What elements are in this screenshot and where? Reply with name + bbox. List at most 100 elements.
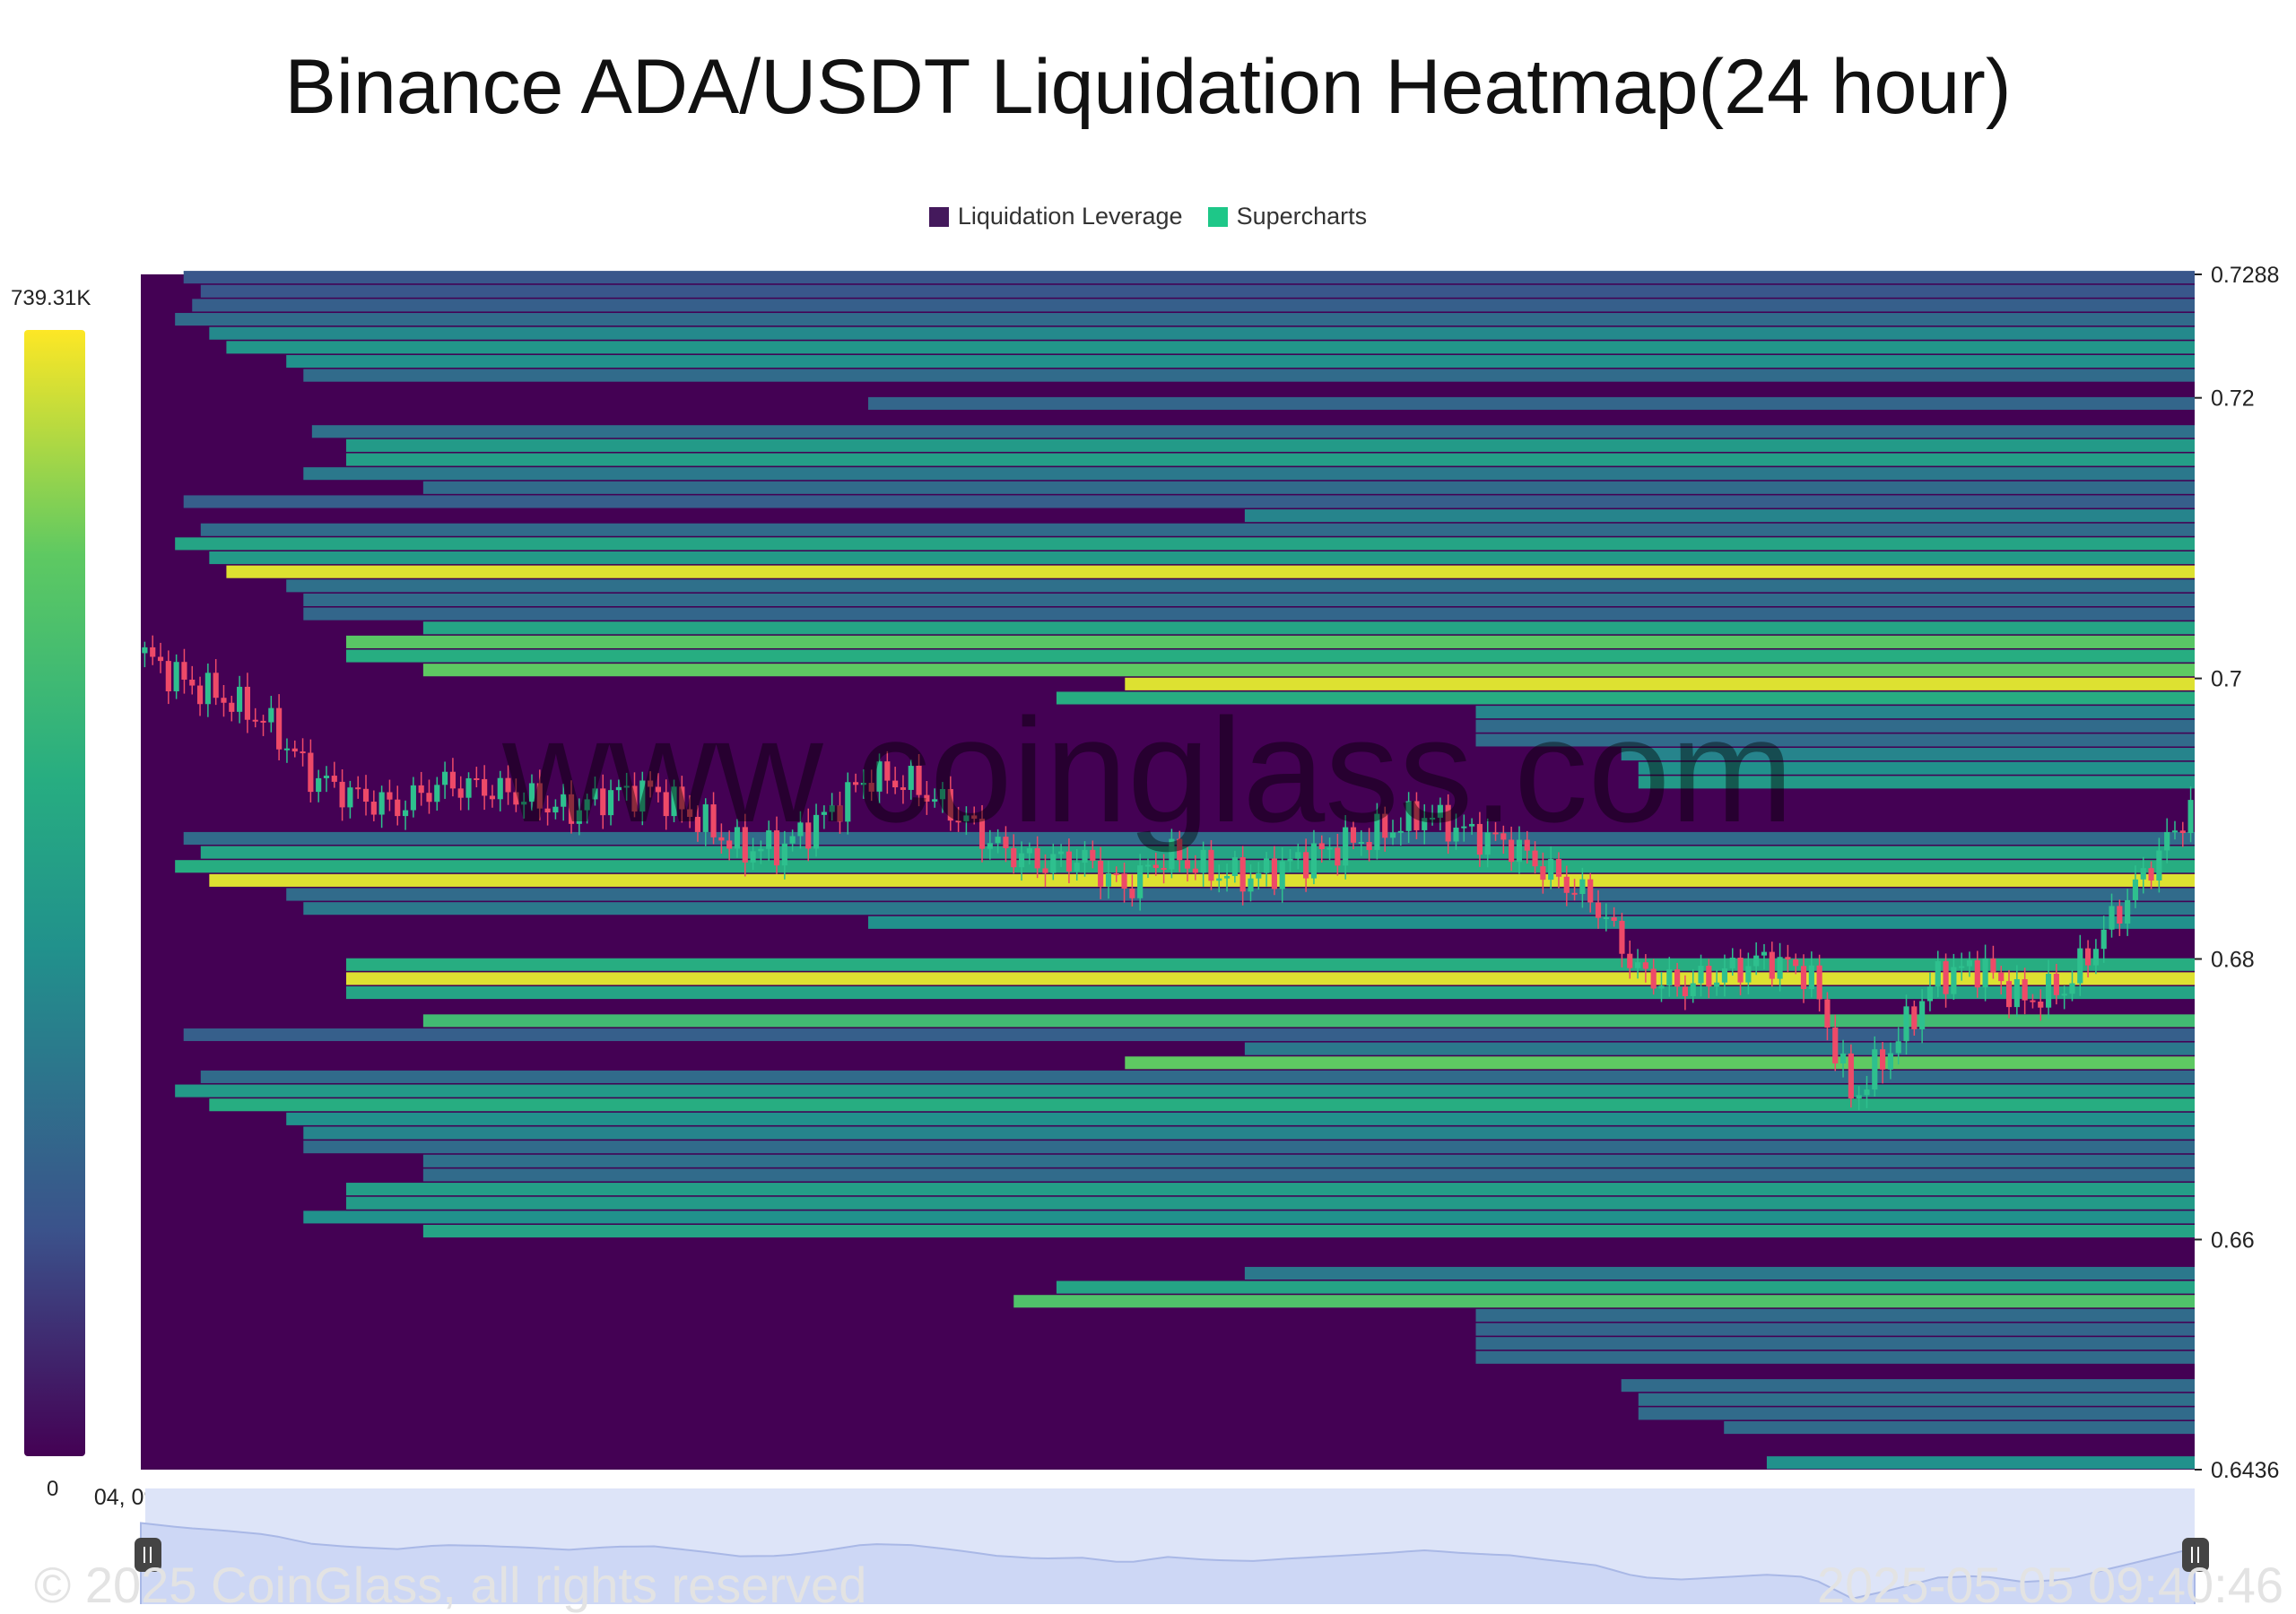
candle-body-198 — [1706, 966, 1712, 987]
candle-body-186 — [1611, 916, 1617, 921]
candle-body-91 — [860, 783, 866, 785]
candle-body-88 — [837, 805, 843, 822]
candle-body-112 — [1026, 847, 1032, 854]
liquidation-band-58 — [346, 1196, 2195, 1210]
navigator-left-handle[interactable] — [135, 1538, 161, 1572]
navigator-right-handle[interactable] — [2182, 1538, 2209, 1572]
candle-body-217 — [1856, 1095, 1862, 1099]
candle-body-68 — [679, 786, 685, 810]
candle-body-62 — [631, 785, 638, 812]
candle-body-169 — [1476, 823, 1483, 855]
candle-body-19 — [291, 748, 298, 752]
liquidation-band-17 — [175, 537, 2195, 551]
candle-body-207 — [1777, 957, 1783, 979]
candle-body-101 — [939, 788, 946, 800]
candle-body-83 — [797, 822, 804, 837]
legend-swatch-liquidation-leverage — [928, 206, 949, 227]
y-tick-label-0: 0.7288 — [2211, 263, 2279, 288]
candle-body-98 — [916, 765, 922, 795]
candle-body-225 — [1919, 1001, 1926, 1029]
navigator[interactable] — [135, 1488, 2209, 1604]
candle-body-107 — [987, 843, 993, 849]
candle-body-131 — [1177, 838, 1183, 861]
candle-body-93 — [876, 761, 883, 792]
candle-body-242 — [2053, 973, 2059, 995]
candle-body-185 — [1603, 916, 1609, 919]
candle-body-14 — [252, 719, 258, 722]
candle-body-144 — [1279, 861, 1285, 889]
liquidation-band-26 — [422, 664, 2195, 677]
candle-body-175 — [1524, 839, 1530, 851]
liquidation-band-42 — [346, 958, 2195, 971]
candle-body-9 — [213, 672, 219, 699]
liquidation-band-16 — [200, 523, 2195, 536]
candle-body-156 — [1374, 813, 1380, 850]
candle-body-184 — [1595, 902, 1602, 918]
liquidation-band-35 — [183, 831, 2196, 845]
candle-body-174 — [1516, 839, 1523, 863]
candle-body-94 — [884, 761, 891, 781]
navigator-series — [140, 1522, 2196, 1604]
candle-body-171 — [1492, 832, 1499, 835]
candle-body-197 — [1698, 966, 1704, 984]
candle-body-58 — [600, 788, 606, 816]
timestamp-text: 2025-05-05 09:40:46 — [1817, 1557, 2283, 1613]
candle-body-92 — [868, 783, 874, 792]
candle-body-147 — [1303, 852, 1309, 879]
candle-body-145 — [1287, 858, 1293, 862]
candle-body-142 — [1264, 858, 1270, 873]
candle-body-195 — [1682, 986, 1688, 997]
candle-body-158 — [1389, 832, 1396, 838]
candle-body-34 — [410, 785, 416, 811]
candle-body-125 — [1129, 889, 1135, 898]
liquidation-band-24 — [346, 635, 2195, 648]
legend-item-supercharts[interactable]: Supercharts — [1207, 203, 1367, 230]
candle-body-85 — [813, 814, 820, 849]
candle-body-4 — [173, 662, 179, 691]
candle-body-69 — [687, 809, 693, 817]
price-candles — [142, 635, 2194, 1111]
candle-body-87 — [829, 805, 835, 812]
y-tick-label-1: 0.72 — [2211, 386, 2255, 412]
y-tick-label-5: 0.6436 — [2211, 1458, 2279, 1483]
candle-body-23 — [323, 776, 330, 778]
liquidation-band-68 — [1621, 1379, 2195, 1393]
candle-body-257 — [2171, 830, 2179, 833]
candle-body-2 — [157, 656, 164, 662]
liquidation-band-50 — [175, 1084, 2195, 1098]
candle-body-61 — [623, 785, 630, 788]
legend: Liquidation Leverage Supercharts — [0, 203, 2296, 230]
liquidation-band-34 — [1638, 776, 2195, 789]
legend-item-liquidation-leverage[interactable]: Liquidation Leverage — [928, 203, 1183, 230]
candle-body-224 — [1911, 1006, 1918, 1029]
liquidation-band-31 — [1475, 733, 2195, 747]
liquidation-band-1 — [200, 284, 2195, 298]
chart-title: Binance ADA/USDT Liquidation Heatmap(24 … — [284, 44, 2012, 130]
candle-body-44 — [489, 795, 496, 800]
candle-body-115 — [1050, 854, 1057, 873]
candle-body-146 — [1295, 852, 1301, 859]
liquidation-band-23 — [422, 621, 2195, 635]
candle-body-240 — [2038, 1002, 2044, 1008]
liquidation-band-6 — [286, 354, 2196, 369]
liquidation-band-47 — [1244, 1042, 2195, 1055]
candle-body-199 — [1714, 982, 1720, 987]
candle-body-194 — [1674, 969, 1681, 987]
candle-body-151 — [1335, 847, 1341, 866]
liquidation-band-36 — [200, 846, 2195, 859]
candle-body-56 — [584, 799, 590, 811]
candle-body-99 — [924, 794, 930, 802]
candle-body-116 — [1058, 851, 1065, 855]
liquidation-band-2 — [192, 299, 2195, 312]
candle-body-164 — [1437, 804, 1443, 818]
candle-body-160 — [1405, 801, 1412, 831]
candle-body-45 — [497, 777, 503, 800]
candle-body-218 — [1864, 1089, 1870, 1096]
candle-body-247 — [2092, 949, 2099, 966]
candle-body-15 — [260, 720, 266, 723]
liquidation-band-71 — [1724, 1421, 2195, 1435]
candle-body-22 — [316, 777, 322, 793]
candle-body-6 — [189, 679, 196, 686]
candle-body-210 — [1800, 966, 1807, 990]
